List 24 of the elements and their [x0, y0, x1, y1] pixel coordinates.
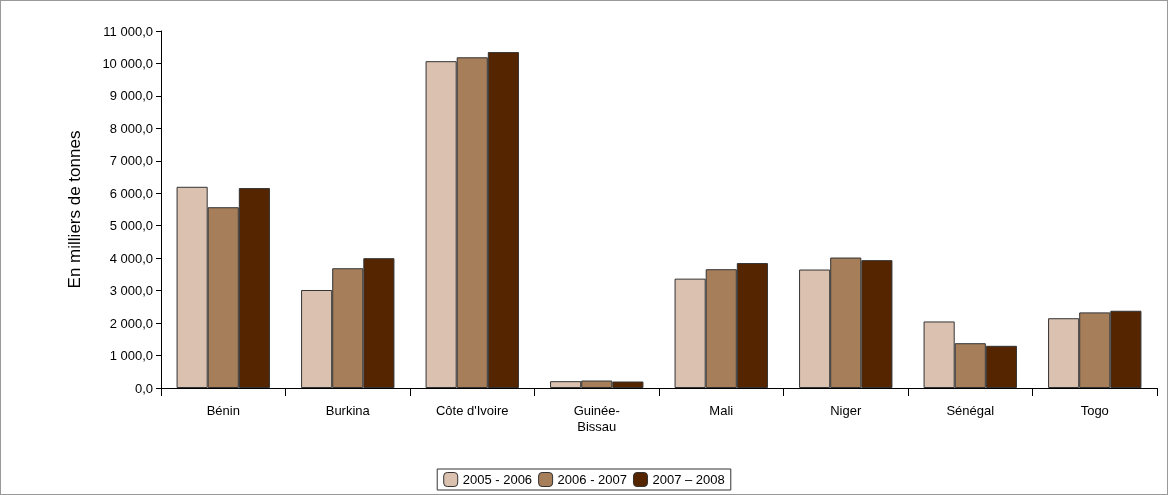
y-tick-label: 0,0 — [134, 380, 153, 396]
y-tick-label: 1 000,0 — [109, 348, 153, 364]
y-tick-label: 6 000,0 — [109, 185, 153, 201]
legend-label: 2007 – 2008 — [652, 472, 725, 487]
x-tick-label: Sénégal — [946, 402, 995, 418]
legend-label: 2005 - 2006 — [462, 472, 533, 487]
legend-label: 2006 - 2007 — [557, 472, 628, 487]
y-tick-label: 5 000,0 — [109, 218, 153, 234]
x-tick-label: Guinée-Bissau — [573, 402, 620, 434]
y-axis-title: En milliers de tonnes — [65, 130, 84, 289]
y-tick-label: 9 000,0 — [109, 88, 153, 104]
x-tick-label: Burkina — [325, 402, 371, 418]
x-tick-label: Côte d'Ivoire — [435, 402, 509, 418]
y-tick-label: 7 000,0 — [109, 153, 153, 169]
y-tick-label: 11 000,0 — [103, 23, 153, 39]
y-tick-label: 2 000,0 — [109, 315, 153, 331]
y-tick-label: 3 000,0 — [109, 283, 153, 299]
y-tick-label: 4 000,0 — [109, 250, 153, 266]
y-tick-label: 8 000,0 — [109, 120, 153, 136]
y-tick-label: 10 000,0 — [102, 55, 153, 71]
x-tick-label: Niger — [830, 402, 862, 418]
x-tick-label: Togo — [1080, 402, 1109, 418]
x-tick-label: Bénin — [206, 402, 240, 418]
x-tick-label: Mali — [709, 402, 734, 418]
